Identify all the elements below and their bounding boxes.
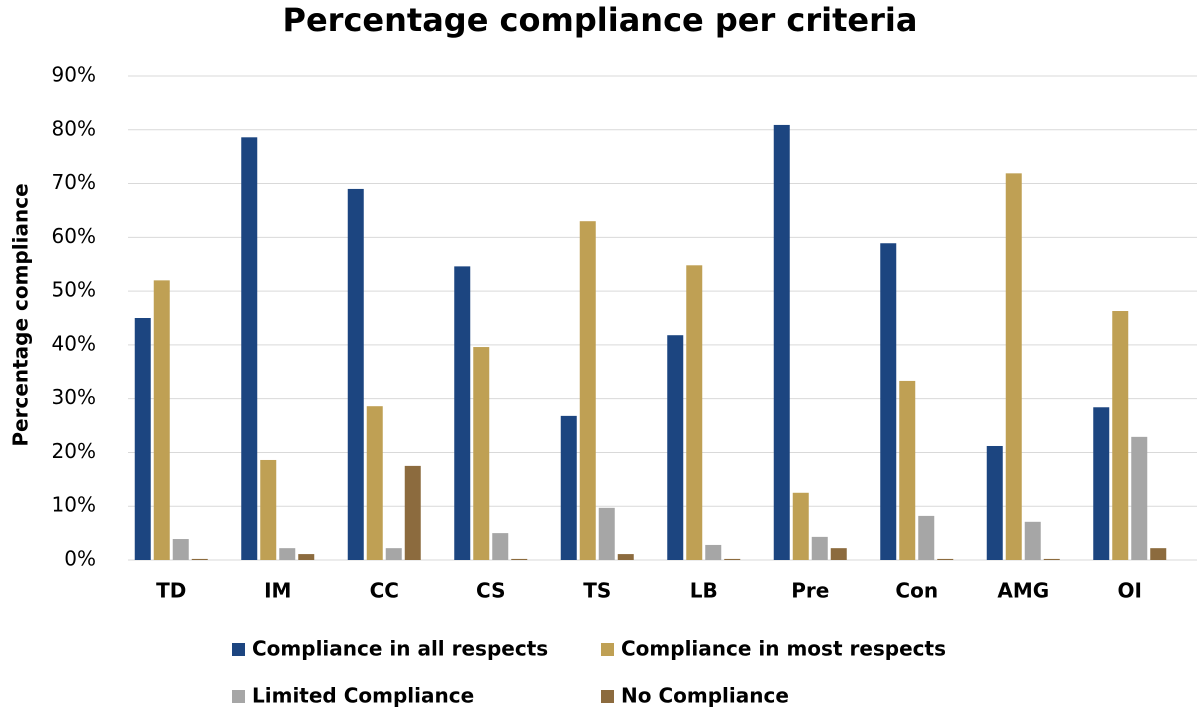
bar	[1093, 407, 1110, 560]
bar	[1043, 558, 1060, 560]
y-axis-title: Percentage compliance	[9, 183, 33, 446]
y-tick-label: 70%	[52, 170, 96, 194]
y-tick-label: 80%	[52, 116, 96, 140]
legend-label: No Compliance	[621, 684, 789, 708]
bar	[134, 318, 151, 560]
bar	[937, 558, 954, 560]
bar	[511, 558, 528, 560]
y-tick-label: 30%	[52, 385, 96, 409]
bar	[298, 554, 315, 560]
x-tick-label: AMG	[997, 579, 1049, 603]
bar	[1112, 311, 1129, 560]
legend-label: Limited Compliance	[252, 684, 474, 708]
bar	[705, 544, 722, 560]
bar	[347, 188, 364, 560]
legend-swatch	[232, 690, 245, 703]
y-tick-label: 0%	[64, 547, 96, 571]
x-tick-label: OI	[1118, 579, 1142, 603]
bar	[241, 137, 258, 560]
x-tick-label: Pre	[791, 579, 829, 603]
bar	[811, 536, 828, 560]
bar	[473, 347, 490, 560]
bar	[1131, 436, 1148, 560]
bar	[667, 335, 684, 560]
y-tick-label: 60%	[52, 224, 96, 248]
x-tick-label: TS	[583, 579, 611, 603]
bar	[1005, 173, 1022, 561]
y-tick-label: 10%	[52, 493, 96, 517]
bar	[385, 548, 402, 560]
bar	[366, 406, 383, 560]
chart-title: Percentage compliance per criteria	[283, 1, 918, 39]
bar	[830, 548, 847, 560]
bar	[773, 124, 790, 560]
y-tick-label: 90%	[52, 63, 96, 87]
bar	[899, 380, 916, 560]
legend-swatch	[232, 643, 245, 656]
bar	[153, 280, 170, 560]
bar	[918, 515, 935, 560]
bar	[172, 539, 189, 560]
bar	[579, 221, 596, 560]
x-tick-label: Con	[895, 579, 938, 603]
legend-label: Compliance in most respects	[621, 637, 946, 661]
legend-swatch	[601, 690, 614, 703]
y-tick-label: 50%	[52, 278, 96, 302]
bar	[454, 266, 471, 560]
bar	[560, 415, 577, 560]
bar	[1024, 521, 1041, 560]
bar	[191, 558, 208, 560]
legend-label: Compliance in all respects	[252, 637, 548, 661]
y-tick-label: 40%	[52, 331, 96, 355]
bar	[617, 554, 634, 560]
x-tick-label: LB	[690, 579, 718, 603]
bar	[279, 548, 296, 560]
x-tick-label: IM	[264, 579, 291, 603]
x-tick-label: TD	[156, 579, 186, 603]
y-tick-label: 20%	[52, 439, 96, 463]
bar	[1150, 548, 1167, 560]
bar	[598, 507, 615, 560]
bar	[880, 243, 897, 560]
bar	[986, 445, 1003, 560]
x-tick-label: CC	[370, 579, 399, 603]
bar	[260, 459, 277, 560]
legend-swatch	[601, 643, 614, 656]
bar	[792, 492, 809, 560]
bar	[492, 533, 509, 560]
bar	[724, 558, 741, 560]
bar	[404, 465, 421, 560]
bar	[686, 265, 703, 560]
x-tick-label: CS	[476, 579, 505, 603]
